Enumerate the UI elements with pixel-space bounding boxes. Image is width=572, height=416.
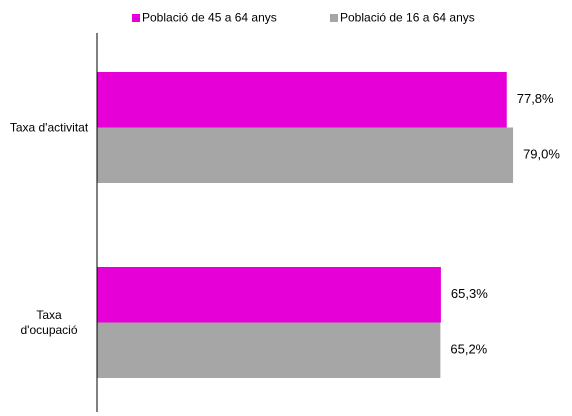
legend-label: Població de 45 a 64 anys [142,11,277,25]
value-label: 65,3% [451,286,488,301]
category-label: Taxa d'activitat [9,120,89,134]
legend-label: Població de 16 a 64 anys [340,11,475,25]
bar [97,72,507,128]
bar [97,267,441,323]
value-label: 65,2% [450,342,487,357]
value-label: 77,8% [517,91,554,106]
category-label: Taxa d'ocupació [20,307,78,337]
value-label: 79,0% [523,147,560,162]
legend-swatch [132,14,140,22]
legend-swatch [330,14,338,22]
bar [97,127,514,183]
bar [97,322,441,378]
